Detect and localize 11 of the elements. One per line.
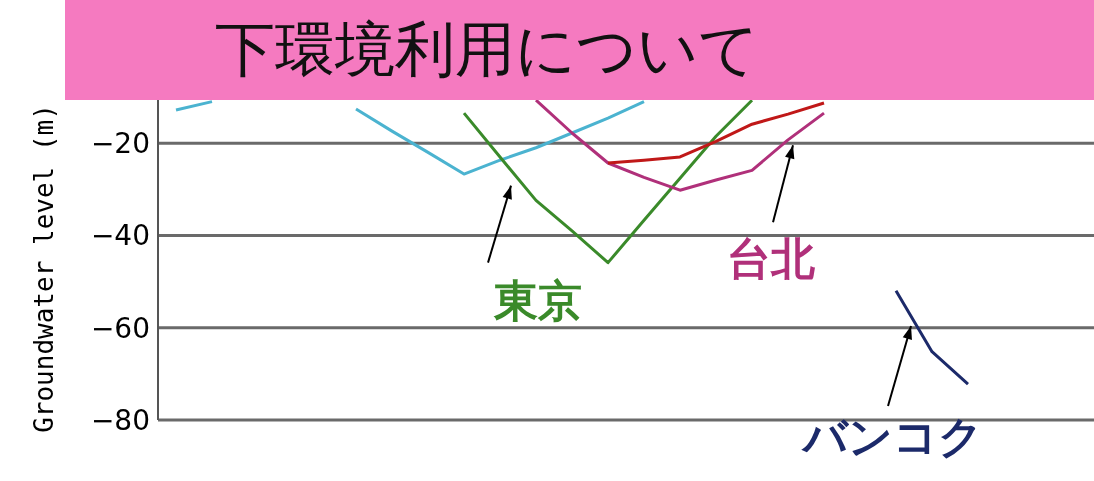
y-tick-label: −60 [90,311,150,345]
title-banner: 下環境利用について [65,0,1094,100]
y-tick-label: −20 [90,127,150,161]
series-label: 東京 [493,275,582,327]
y-tick-label: −80 [90,403,150,437]
y-axis-title: Groundwater level (m) [29,104,59,433]
series-label: バンコク [801,410,983,462]
series-label: 台北 [727,232,816,284]
line-series [534,98,826,192]
line-series [606,101,826,165]
y-tick-label: −40 [90,219,150,253]
